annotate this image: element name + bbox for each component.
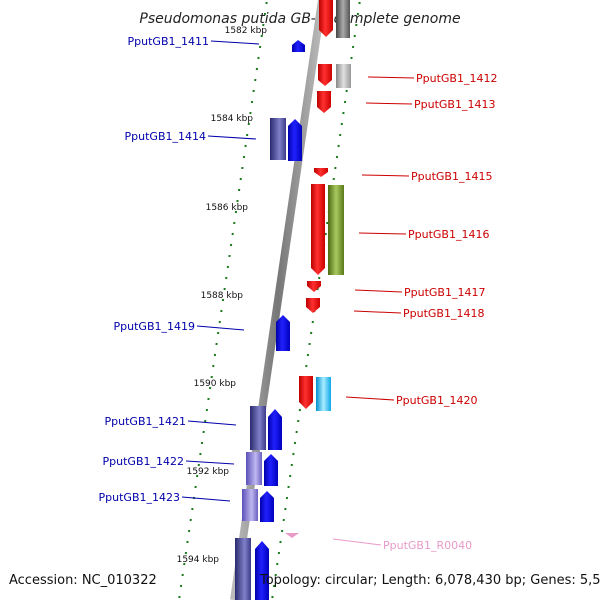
reverse-gene-arrow [318, 64, 332, 86]
reverse-gene-arrow [306, 298, 320, 313]
topology-text: Topology: circular; Length: 6,078,430 bp… [260, 573, 600, 588]
gene-block [270, 118, 286, 160]
leader-line [185, 460, 235, 465]
scale-label: 1592 kbp [187, 467, 230, 477]
forward-gene-arrow [292, 40, 305, 52]
forward-gene-arrow [260, 491, 274, 522]
reverse-gene-arrow [311, 184, 325, 275]
leader-line [354, 289, 403, 293]
reverse-gene-arrow [299, 376, 313, 409]
leader-line [196, 325, 245, 331]
leader-line [207, 135, 257, 140]
gene-label: PputGB1_1423 [99, 491, 180, 504]
reverse-gene-arrow [307, 281, 321, 292]
gene-block [336, 64, 351, 88]
gene-block [242, 489, 258, 521]
reverse-gene-arrow [317, 91, 331, 113]
gene-label: PputGB1_1413 [414, 98, 495, 111]
gene-block [336, 0, 350, 38]
gene-label: PputGB1_1417 [404, 286, 485, 299]
forward-gene-arrow [288, 119, 302, 161]
leader-line [367, 76, 415, 79]
gene-label: PputGB1_1420 [396, 394, 477, 407]
forward-gene-arrow [268, 409, 282, 450]
leader-line [187, 420, 237, 426]
forward-gene-arrow [276, 315, 290, 351]
gene-block [328, 185, 344, 275]
scale-label: 1588 kbp [201, 291, 244, 301]
leader-line [332, 538, 382, 546]
leader-line [210, 40, 260, 45]
gene-label: PputGB1_1412 [416, 72, 497, 85]
scale-label: 1594 kbp [177, 555, 220, 565]
leader-line [345, 396, 395, 401]
leader-line [181, 496, 231, 502]
accession-text: Accession: NC_010322 [9, 573, 157, 588]
gene-label: PputGB1_1416 [408, 228, 489, 241]
gene-label: PputGB1_1419 [114, 320, 195, 333]
gene-block [235, 538, 251, 600]
gene-block [316, 377, 331, 411]
leader-line [361, 174, 410, 177]
forward-gene-arrow [255, 541, 269, 600]
reverse-gene-arrow [314, 168, 328, 177]
gene-glyphs [235, 0, 351, 600]
gene-label: PputGB1_1415 [411, 170, 492, 183]
gene-label: PputGB1_1414 [125, 130, 206, 143]
label-leaders [181, 40, 415, 546]
leader-line [358, 232, 407, 235]
scale-label: 1584 kbp [211, 114, 254, 124]
leader-line [353, 310, 402, 314]
leader-line [365, 102, 413, 105]
forward-gene-arrow [264, 454, 278, 486]
gene-block [250, 406, 266, 450]
gene-label: PputGB1_1418 [403, 307, 484, 320]
rna-marker [285, 533, 299, 538]
reverse-gene-arrow [319, 0, 333, 37]
scale-label: 1582 kbp [225, 26, 268, 36]
gene-label: PputGB1_1411 [128, 35, 209, 48]
scale-label: 1586 kbp [206, 203, 249, 213]
scale-label: 1590 kbp [194, 379, 237, 389]
gene-block [246, 452, 262, 485]
gene-label: PputGB1_R0040 [383, 539, 472, 552]
gene-label: PputGB1_1421 [105, 415, 186, 428]
scale-labels: 1582 kbp 1584 kbp 1586 kbp 1588 kbp 1590… [177, 26, 268, 565]
gene-label: PputGB1_1422 [103, 455, 184, 468]
map-title: Pseudomonas putida GB-1, complete genome [139, 11, 460, 27]
gene-labels: PputGB1_1411 PputGB1_1412 PputGB1_1413 P… [99, 35, 498, 552]
